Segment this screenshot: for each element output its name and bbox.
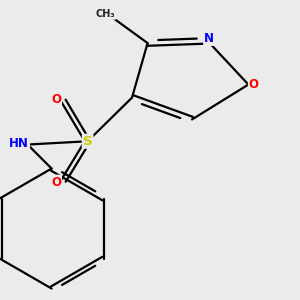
Text: O: O — [51, 176, 61, 188]
Text: HN: HN — [9, 136, 29, 149]
Text: N: N — [204, 32, 214, 45]
Text: S: S — [83, 135, 92, 148]
Text: CH₃: CH₃ — [96, 9, 116, 19]
Text: O: O — [249, 78, 259, 91]
Text: O: O — [51, 93, 61, 106]
